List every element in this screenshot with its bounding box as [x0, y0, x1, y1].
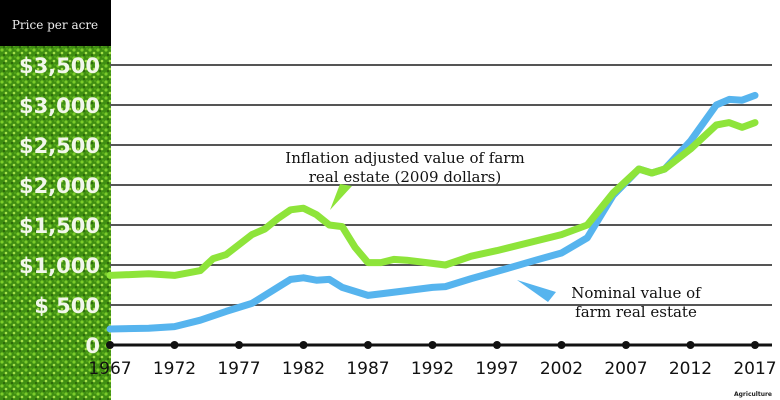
x-tick-dot — [428, 341, 437, 349]
x-tick-dot — [751, 341, 759, 349]
x-tick-dot — [622, 341, 630, 349]
y-tick-label: $3,000 — [19, 94, 100, 118]
y-tick-label: $1,500 — [19, 214, 100, 238]
y-tick-label: $3,500 — [19, 54, 100, 78]
x-tick-dot — [557, 341, 566, 349]
x-tick-dot — [364, 341, 372, 349]
annotation-nominal-pointer — [517, 280, 556, 302]
x-tick-label: 1987 — [346, 359, 389, 379]
x-tick-label: 2007 — [604, 359, 647, 379]
x-tick-label: 1982 — [282, 359, 325, 379]
y-tick-label: $1,000 — [19, 254, 100, 278]
grass-panel — [0, 46, 111, 400]
x-tick-label: 1992 — [411, 359, 454, 379]
x-tick-label: 1967 — [88, 359, 131, 379]
x-tick-label: 2002 — [540, 359, 583, 379]
x-tick-dot — [493, 341, 501, 349]
x-tick-label: 1972 — [153, 359, 196, 379]
y-tick-label: 0 — [85, 334, 100, 358]
x-tick-label: 2012 — [669, 359, 712, 379]
annotation-nominal-line2: farm real estate — [575, 303, 697, 321]
x-tick-dot — [299, 341, 308, 349]
credit: Agriculture — [734, 391, 772, 398]
annotation-inflation-line2: real estate (2009 dollars) — [309, 168, 501, 186]
x-tick-dot — [235, 341, 243, 349]
y-tick-label: $2,500 — [19, 134, 100, 158]
y-tick-label: $ 500 — [34, 294, 100, 318]
ylabel-header — [0, 0, 111, 46]
y-tick-label: $2,000 — [19, 174, 100, 198]
annotation-inflation-line1: Inflation adjusted value of farm — [285, 149, 524, 167]
x-tick-dot — [170, 341, 179, 349]
x-tick-label: 1997 — [475, 359, 518, 379]
y-axis-label: Price per acre — [12, 18, 98, 32]
x-tick-dot — [686, 341, 695, 349]
inflation-adjusted-line — [106, 119, 759, 279]
annotation-nominal-line1: Nominal value of — [571, 284, 702, 302]
x-tick-dot — [106, 341, 114, 349]
x-tick-label: 1977 — [217, 359, 260, 379]
x-tick-label: 2017 — [733, 359, 776, 379]
annotation-inflation-pointer — [330, 184, 352, 210]
